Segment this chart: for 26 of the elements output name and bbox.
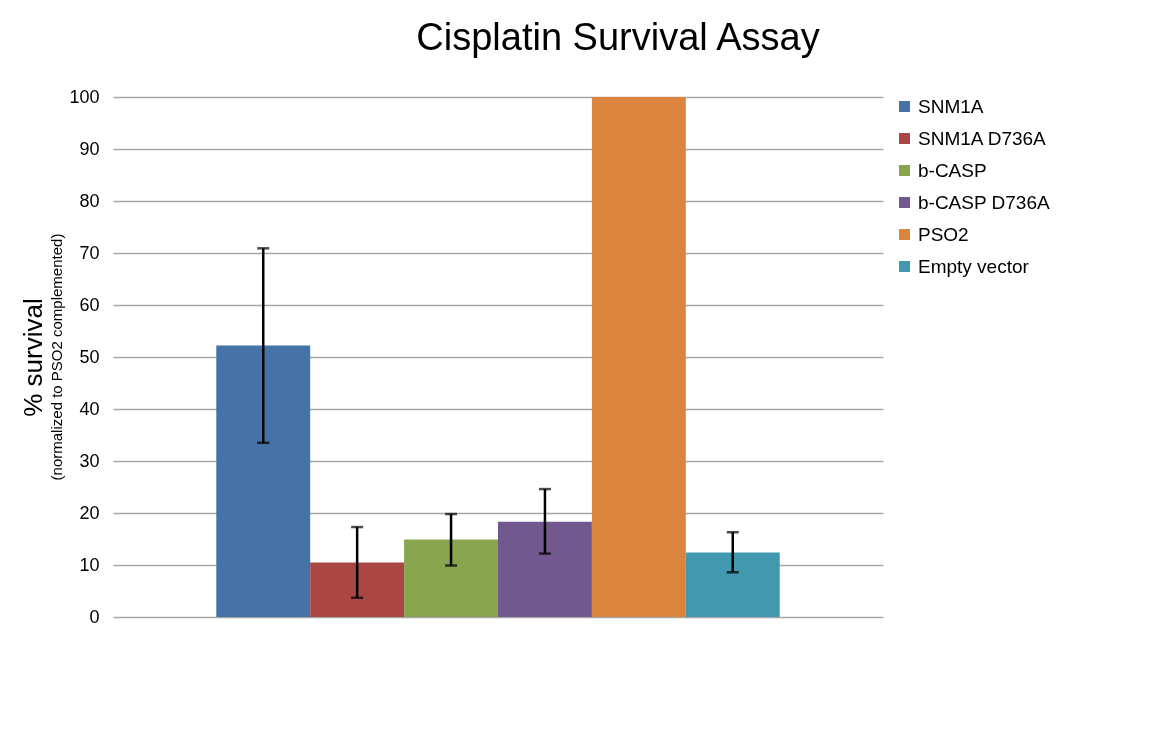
legend-label: b-CASP — [918, 159, 987, 181]
y-tick-label: 10 — [79, 554, 100, 575]
y-axis-title: % survival — [18, 298, 49, 417]
bar — [216, 345, 311, 617]
chart-title: Cisplatin Survival Assay — [416, 16, 820, 58]
bar — [685, 552, 780, 617]
y-tick-label: 30 — [79, 450, 100, 471]
y-tick-label: 100 — [69, 86, 100, 107]
legend-label: Empty vector — [918, 255, 1030, 277]
bar — [404, 539, 498, 617]
bar — [498, 521, 592, 617]
y-tick-label: 70 — [79, 242, 100, 263]
legend-label: SNM1A — [918, 95, 984, 117]
legend-label: PSO2 — [918, 223, 969, 245]
y-tick-label: 90 — [79, 138, 100, 159]
legend-label: b-CASP D736A — [918, 191, 1050, 213]
y-tick-label: 20 — [79, 502, 100, 523]
legend-label: SNM1A D736A — [918, 127, 1047, 149]
text: (normalized to PSO2 complemented) — [48, 233, 65, 481]
y-tick-label: 40 — [79, 398, 100, 419]
y-tick-label: 0 — [89, 606, 100, 627]
bar — [310, 562, 405, 617]
y-tick-label: 60 — [79, 294, 100, 315]
y-tick-label: 50 — [79, 346, 100, 367]
bar — [591, 97, 686, 617]
y-tick-label: 80 — [79, 190, 100, 211]
